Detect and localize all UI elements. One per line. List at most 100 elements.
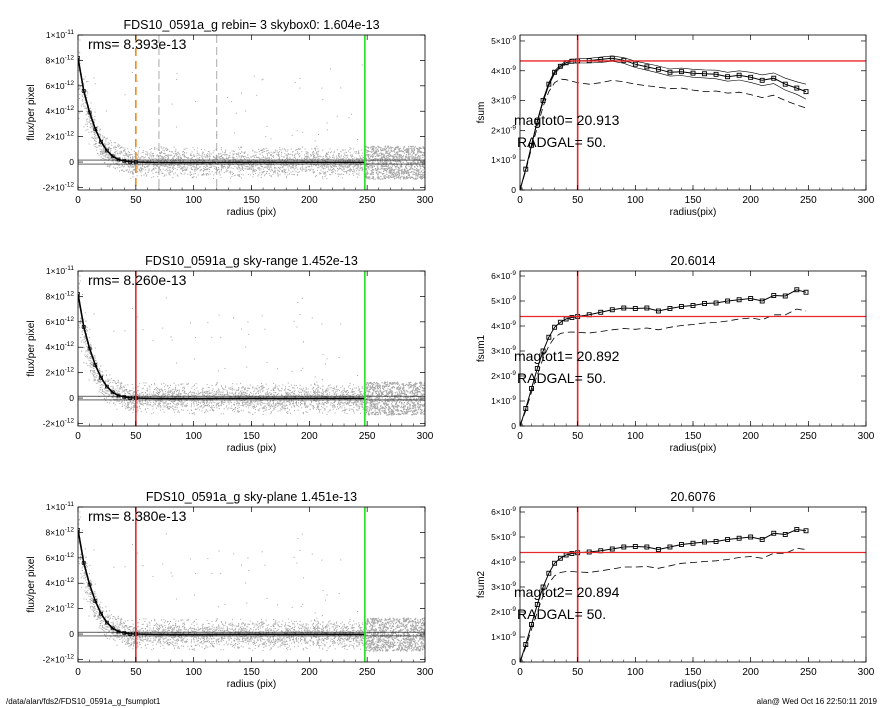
scatter-point (87, 128, 89, 130)
scatter-point (106, 157, 108, 159)
scatter-point (278, 404, 280, 406)
scatter-point (304, 390, 305, 392)
scatter-point (98, 145, 100, 147)
scatter-point (173, 159, 175, 161)
scatter-point (119, 157, 121, 158)
scatter-point (190, 153, 192, 155)
scatter-point (314, 401, 316, 403)
sky-point (372, 149, 374, 151)
scatter-point (165, 154, 167, 156)
scatter-point (153, 155, 155, 157)
scatter-point (279, 402, 281, 404)
scatter-point (202, 394, 204, 396)
sky-point (382, 162, 385, 164)
scatter-point (242, 164, 244, 166)
scatter-point (85, 90, 87, 92)
scatter-point (119, 152, 121, 154)
scatter-point (79, 61, 81, 63)
sky-point (377, 176, 379, 178)
scatter-point (272, 409, 274, 411)
scatter-point (292, 165, 294, 167)
scatter-point (228, 392, 230, 394)
scatter-point (184, 165, 186, 167)
scatter-point (231, 175, 233, 177)
scatter-point (238, 175, 240, 176)
scatter-point (249, 412, 251, 414)
scatter-point (304, 170, 306, 172)
scatter-point (244, 151, 246, 153)
scatter-point (290, 392, 292, 394)
scatter-point (213, 150, 215, 152)
sky-point (376, 170, 378, 172)
scatter-point (336, 157, 338, 159)
scatter-point (235, 112, 237, 114)
scatter-point (316, 403, 318, 405)
scatter-point (311, 155, 313, 157)
sky-point (396, 146, 398, 149)
scatter-point (281, 156, 283, 157)
scatter-point (212, 165, 214, 167)
scatter-point (325, 155, 327, 157)
scatter-point (191, 151, 193, 153)
scatter-point (313, 171, 315, 172)
sky-point (367, 155, 369, 157)
scatter-point (363, 157, 365, 159)
scatter-point (142, 164, 144, 166)
scatter-point (116, 385, 118, 387)
scatter-point (227, 164, 229, 166)
scatter-point (211, 404, 213, 406)
scatter-point (342, 410, 344, 411)
sky-point (421, 173, 423, 176)
scatter-point (273, 407, 275, 409)
scatter-point (341, 177, 343, 179)
scatter-point (132, 157, 134, 159)
scatter-point (120, 383, 122, 385)
scatter-point (282, 171, 284, 173)
sky-point (398, 148, 400, 150)
fsum-point (759, 77, 765, 83)
scatter-point (321, 379, 323, 381)
sky-point (407, 148, 409, 150)
scatter-point (300, 399, 302, 401)
scatter-point (169, 172, 171, 174)
scatter-point (163, 164, 165, 166)
sky-point (406, 151, 408, 153)
sky-point (365, 154, 367, 156)
scatter-point (273, 405, 275, 407)
scatter-point (314, 147, 315, 149)
sky-point (406, 156, 408, 158)
scatter-point (225, 154, 227, 156)
sky-point (382, 173, 384, 175)
scatter-point (273, 171, 275, 173)
scatter-point (357, 401, 359, 403)
sky-point (415, 175, 417, 177)
scatter-point (153, 167, 155, 169)
scatter-point (343, 404, 345, 406)
sky-point (418, 176, 420, 178)
sky-point (393, 171, 395, 173)
scatter-point (325, 363, 326, 365)
scatter-point (315, 147, 317, 149)
scatter-point (127, 405, 129, 407)
scatter-point (131, 166, 133, 168)
scatter-point (362, 152, 364, 154)
scatter-point (232, 163, 234, 165)
scatter-point (83, 84, 85, 86)
scatter-point (326, 171, 328, 173)
scatter-point (157, 160, 159, 162)
scatter-point (234, 159, 236, 161)
scatter-point (234, 165, 236, 167)
sky-point (372, 147, 374, 149)
scatter-point (209, 152, 211, 154)
sky-point (366, 154, 368, 156)
scatter-point (340, 165, 342, 167)
scatter-point (280, 164, 282, 166)
scatter-point (215, 155, 217, 157)
scatter-point (161, 399, 163, 401)
scatter-point (157, 175, 159, 177)
scatter-point (101, 153, 103, 154)
scatter-point (284, 170, 286, 172)
scatter-point (274, 167, 275, 168)
scatter-point (350, 164, 352, 166)
scatter-point (172, 400, 174, 402)
